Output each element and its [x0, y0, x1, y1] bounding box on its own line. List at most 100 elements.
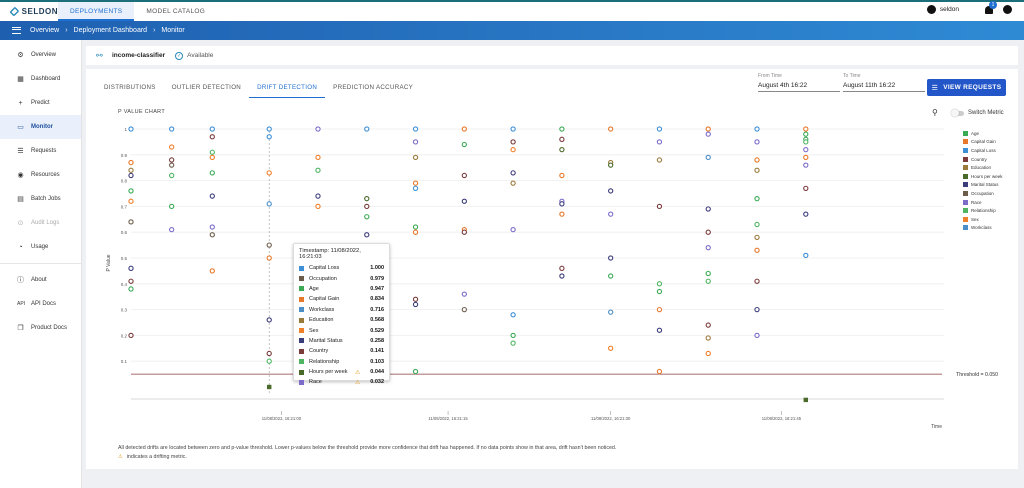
legend-item[interactable]: Capital Loss [963, 146, 1003, 155]
data-point[interactable] [803, 131, 809, 137]
data-point[interactable] [412, 126, 419, 132]
account-icon[interactable] [1003, 5, 1012, 14]
zoom-icon[interactable]: ⚲ [932, 108, 938, 117]
sidebar-item-predict[interactable]: + Predict [0, 91, 81, 115]
tab-outlier-detection[interactable]: OUTLIER DETECTION [171, 84, 242, 91]
data-point[interactable] [364, 214, 370, 220]
data-point[interactable] [754, 167, 760, 173]
data-point[interactable] [510, 312, 516, 318]
nav-model-catalog[interactable]: MODEL CATALOG [146, 8, 206, 15]
breadcrumb-overview[interactable]: Overview [30, 27, 60, 34]
data-point[interactable] [559, 265, 565, 271]
data-point[interactable] [266, 134, 272, 140]
data-point[interactable] [169, 144, 175, 150]
legend-item[interactable]: Workclass [963, 224, 1003, 233]
data-point[interactable] [412, 224, 419, 230]
from-time-input[interactable]: August 4th 16:22 [758, 82, 840, 92]
data-point[interactable] [754, 247, 760, 253]
legend-item[interactable]: Relationship [963, 206, 1003, 215]
data-point[interactable] [209, 134, 215, 140]
data-point[interactable] [608, 309, 614, 315]
data-point[interactable] [754, 221, 760, 228]
sidebar-item-product-docs[interactable]: ❐ Product Docs [0, 316, 81, 340]
data-point[interactable] [510, 126, 516, 132]
drift-point[interactable] [803, 397, 808, 403]
data-point[interactable] [656, 368, 663, 375]
data-point[interactable] [128, 167, 134, 173]
tab-prediction-accuracy[interactable]: PREDICTION ACCURACY [333, 84, 414, 91]
data-point[interactable] [656, 281, 663, 287]
legend-item[interactable]: Sex [963, 215, 1003, 224]
data-point[interactable] [754, 196, 760, 202]
data-point[interactable] [705, 206, 711, 212]
data-point[interactable] [705, 278, 711, 284]
data-point[interactable] [510, 146, 516, 153]
legend-item[interactable]: Hours per week [963, 172, 1003, 181]
data-point[interactable] [412, 154, 419, 161]
data-point[interactable] [315, 154, 321, 161]
data-point[interactable] [803, 139, 809, 145]
data-point[interactable] [266, 170, 272, 176]
switch-metric-toggle[interactable]: Switch Metric [951, 109, 1004, 117]
data-point[interactable] [461, 172, 467, 179]
data-point[interactable] [754, 278, 760, 284]
data-point[interactable] [803, 162, 809, 168]
data-point[interactable] [510, 226, 516, 233]
data-point[interactable] [412, 139, 419, 145]
data-point[interactable] [608, 126, 614, 132]
data-point[interactable] [461, 229, 467, 235]
data-point[interactable] [656, 327, 663, 333]
sidebar-item-about[interactable]: ⓘ About [0, 268, 81, 292]
data-point[interactable] [754, 157, 760, 163]
data-point[interactable] [266, 201, 272, 207]
data-point[interactable] [315, 203, 321, 210]
data-point[interactable] [412, 296, 419, 302]
drift-point[interactable] [267, 384, 272, 390]
data-point[interactable] [559, 146, 565, 153]
data-point[interactable] [510, 139, 516, 145]
data-point[interactable] [803, 252, 809, 259]
menu-icon[interactable] [12, 27, 21, 34]
data-point[interactable] [559, 126, 565, 132]
data-point[interactable] [128, 126, 134, 132]
sidebar-item-dashboard[interactable]: ▦ Dashboard [0, 67, 81, 91]
data-point[interactable] [209, 126, 215, 132]
data-point[interactable] [412, 368, 419, 375]
data-point[interactable] [169, 126, 175, 132]
data-point[interactable] [656, 288, 663, 295]
data-point[interactable] [266, 126, 272, 132]
data-point[interactable] [510, 340, 516, 346]
data-point[interactable] [412, 229, 419, 235]
data-point[interactable] [209, 224, 215, 230]
data-point[interactable] [705, 350, 711, 357]
sidebar-item-monitor[interactable]: ▭ Monitor [0, 115, 81, 139]
data-point[interactable] [169, 157, 175, 163]
from-time-field[interactable]: From Time August 4th 16:22 [758, 73, 840, 92]
data-point[interactable] [705, 154, 711, 161]
sidebar-item-api-docs[interactable]: API API Docs [0, 292, 81, 316]
data-point[interactable] [315, 126, 321, 132]
data-point[interactable] [364, 232, 370, 238]
data-point[interactable] [169, 226, 175, 233]
data-point[interactable] [412, 185, 419, 191]
data-point[interactable] [608, 273, 614, 279]
data-point[interactable] [209, 232, 215, 238]
data-point[interactable] [803, 185, 809, 191]
data-point[interactable] [128, 278, 134, 284]
legend-item[interactable]: Age [963, 129, 1003, 138]
data-point[interactable] [803, 154, 809, 161]
data-point[interactable] [128, 159, 134, 166]
data-point[interactable] [559, 172, 565, 179]
data-point[interactable] [559, 211, 565, 217]
data-point[interactable] [803, 126, 809, 132]
sidebar-item-requests[interactable]: ☰ Requests [0, 139, 81, 163]
data-point[interactable] [412, 180, 419, 186]
data-point[interactable] [209, 268, 215, 274]
sidebar-item-overview[interactable]: ⚙ Overview [0, 43, 81, 67]
data-point[interactable] [128, 198, 134, 204]
bell-icon[interactable]: 1 [985, 0, 997, 14]
data-point[interactable] [656, 203, 663, 210]
data-point[interactable] [510, 180, 516, 186]
data-point[interactable] [754, 234, 760, 241]
data-point[interactable] [128, 332, 134, 339]
